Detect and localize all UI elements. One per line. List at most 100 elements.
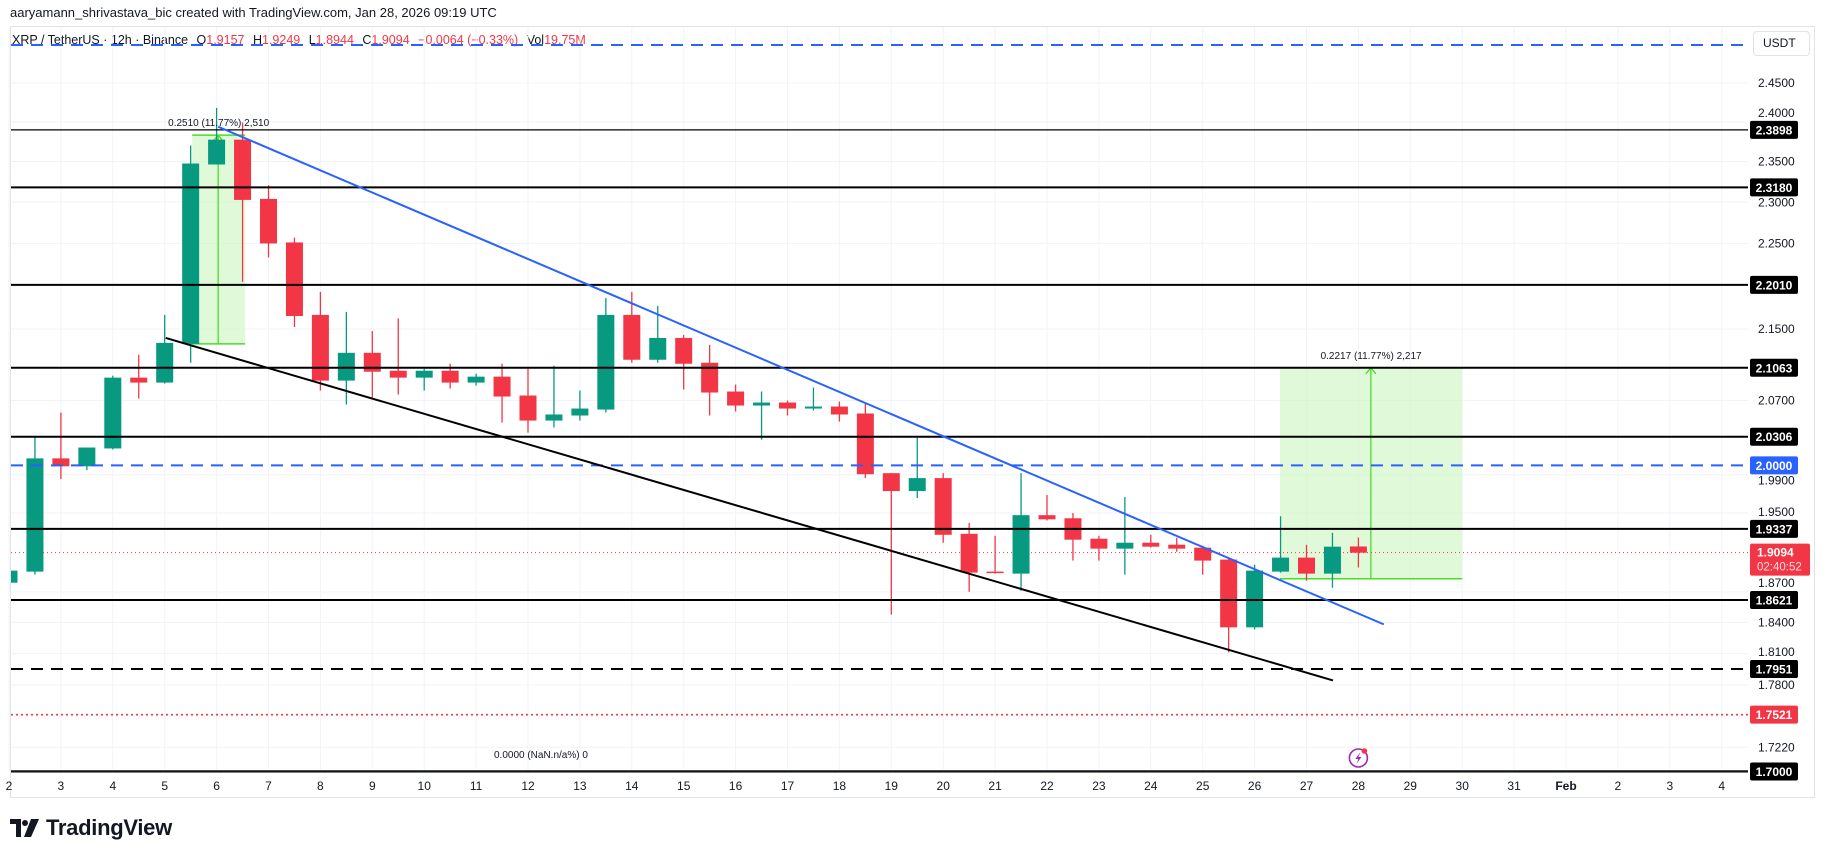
legend-symbol[interactable]: XRP / TetherUS · 12h · Binance: [12, 33, 189, 47]
date-tick-label: 26: [1248, 779, 1262, 793]
level-label-text: 1.8621: [1756, 593, 1793, 607]
candle[interactable]: [804, 387, 822, 411]
chart-pane[interactable]: [10, 26, 1815, 798]
candle[interactable]: [415, 368, 433, 391]
candle[interactable]: [260, 185, 277, 258]
candle-body: [908, 478, 926, 492]
level-label-bg: [1750, 427, 1798, 446]
candle[interactable]: [960, 522, 978, 592]
candle-body: [571, 408, 589, 416]
level-label-text: 2.0306: [1756, 430, 1793, 444]
candle[interactable]: [337, 311, 355, 405]
candle[interactable]: [389, 318, 407, 395]
candle-body: [11, 570, 18, 583]
candle[interactable]: [1064, 513, 1082, 561]
candle-body: [856, 413, 874, 475]
candle[interactable]: [311, 291, 329, 391]
candle[interactable]: [753, 391, 771, 440]
candle-body: [234, 139, 252, 200]
candle-body: [623, 314, 641, 360]
candle[interactable]: [1194, 545, 1212, 575]
candle[interactable]: [234, 122, 252, 282]
candle[interactable]: [830, 401, 848, 422]
candle[interactable]: [52, 412, 70, 480]
date-tick-label: 4: [109, 779, 116, 793]
legend-change: −0.0064 (−0.33%): [418, 33, 519, 47]
candle[interactable]: [597, 297, 615, 413]
candle[interactable]: [1012, 473, 1030, 591]
candle-body: [986, 571, 1004, 574]
candle-body: [78, 447, 96, 467]
candle-body: [675, 337, 693, 364]
candle[interactable]: [26, 436, 44, 575]
candle[interactable]: [130, 354, 148, 399]
candle[interactable]: [1116, 496, 1134, 575]
price-range-measure[interactable]: [1280, 366, 1463, 580]
date-tick-label: 3: [1666, 779, 1673, 793]
candle[interactable]: [1349, 537, 1367, 568]
candle[interactable]: [1272, 516, 1290, 573]
candle[interactable]: [519, 368, 537, 433]
candle[interactable]: [285, 237, 303, 328]
candle-body: [960, 533, 978, 573]
candle-body: [311, 314, 329, 381]
lightning-alert-icon[interactable]: [1348, 748, 1369, 768]
price-tick-label: 2.3000: [1758, 195, 1795, 209]
candle[interactable]: [1323, 532, 1341, 588]
candle[interactable]: [467, 373, 485, 386]
level-price-label: 1.7521: [1750, 705, 1798, 724]
candle[interactable]: [856, 403, 874, 479]
candle[interactable]: [1142, 534, 1160, 548]
candle[interactable]: [545, 365, 563, 428]
candle[interactable]: [156, 314, 174, 384]
candle[interactable]: [363, 331, 381, 398]
candle-body: [934, 478, 952, 535]
level-price-label: 1.9337: [1750, 519, 1798, 538]
date-tick-label: 29: [1404, 779, 1418, 793]
candle[interactable]: [882, 473, 900, 615]
trendline-descending-resistance[interactable]: [217, 125, 1385, 626]
tradingview-logo-icon: [10, 819, 39, 837]
legend-low: 1.8944: [315, 33, 354, 47]
candle[interactable]: [78, 447, 96, 471]
candle[interactable]: [493, 363, 511, 423]
level-label-bg: [1750, 178, 1798, 197]
candle[interactable]: [779, 400, 796, 416]
trendline-descending-support[interactable]: [165, 337, 1334, 682]
measure-label: 0.2510 (11.77%) 2,510: [168, 118, 269, 129]
level-label-text: 2.1063: [1756, 361, 1793, 375]
candle-body: [597, 314, 615, 410]
candle-body: [779, 402, 796, 409]
candle[interactable]: [701, 344, 719, 416]
price-axis[interactable]: [1748, 27, 1814, 771]
candle[interactable]: [1246, 564, 1264, 630]
candle-body: [467, 376, 485, 383]
candle[interactable]: [727, 384, 745, 412]
candle-body: [52, 458, 70, 467]
candle[interactable]: [1038, 494, 1056, 521]
candle[interactable]: [208, 107, 226, 165]
candle[interactable]: [104, 375, 122, 450]
candle-body: [882, 473, 900, 492]
candle[interactable]: [908, 437, 926, 499]
tradingview-logo: TradingView: [10, 815, 172, 841]
candle[interactable]: [675, 334, 693, 390]
candle[interactable]: [934, 473, 952, 543]
candle[interactable]: [1298, 544, 1315, 581]
candle[interactable]: [1220, 557, 1238, 653]
candle[interactable]: [986, 535, 1004, 574]
candle[interactable]: [1168, 537, 1186, 552]
candle-body: [1116, 542, 1134, 549]
grid: [8, 27, 1748, 771]
candle[interactable]: [1, 553, 18, 594]
candle[interactable]: [571, 390, 589, 421]
currency-button[interactable]: USDT: [1753, 31, 1810, 56]
candle[interactable]: [1090, 535, 1108, 561]
measure-arrowhead: [212, 134, 224, 142]
candle[interactable]: [182, 145, 200, 363]
price-tick-label: 1.8100: [1758, 645, 1795, 659]
candle-body: [363, 352, 381, 372]
date-tick-label: 31: [1507, 779, 1521, 793]
candle-body: [1090, 538, 1108, 549]
